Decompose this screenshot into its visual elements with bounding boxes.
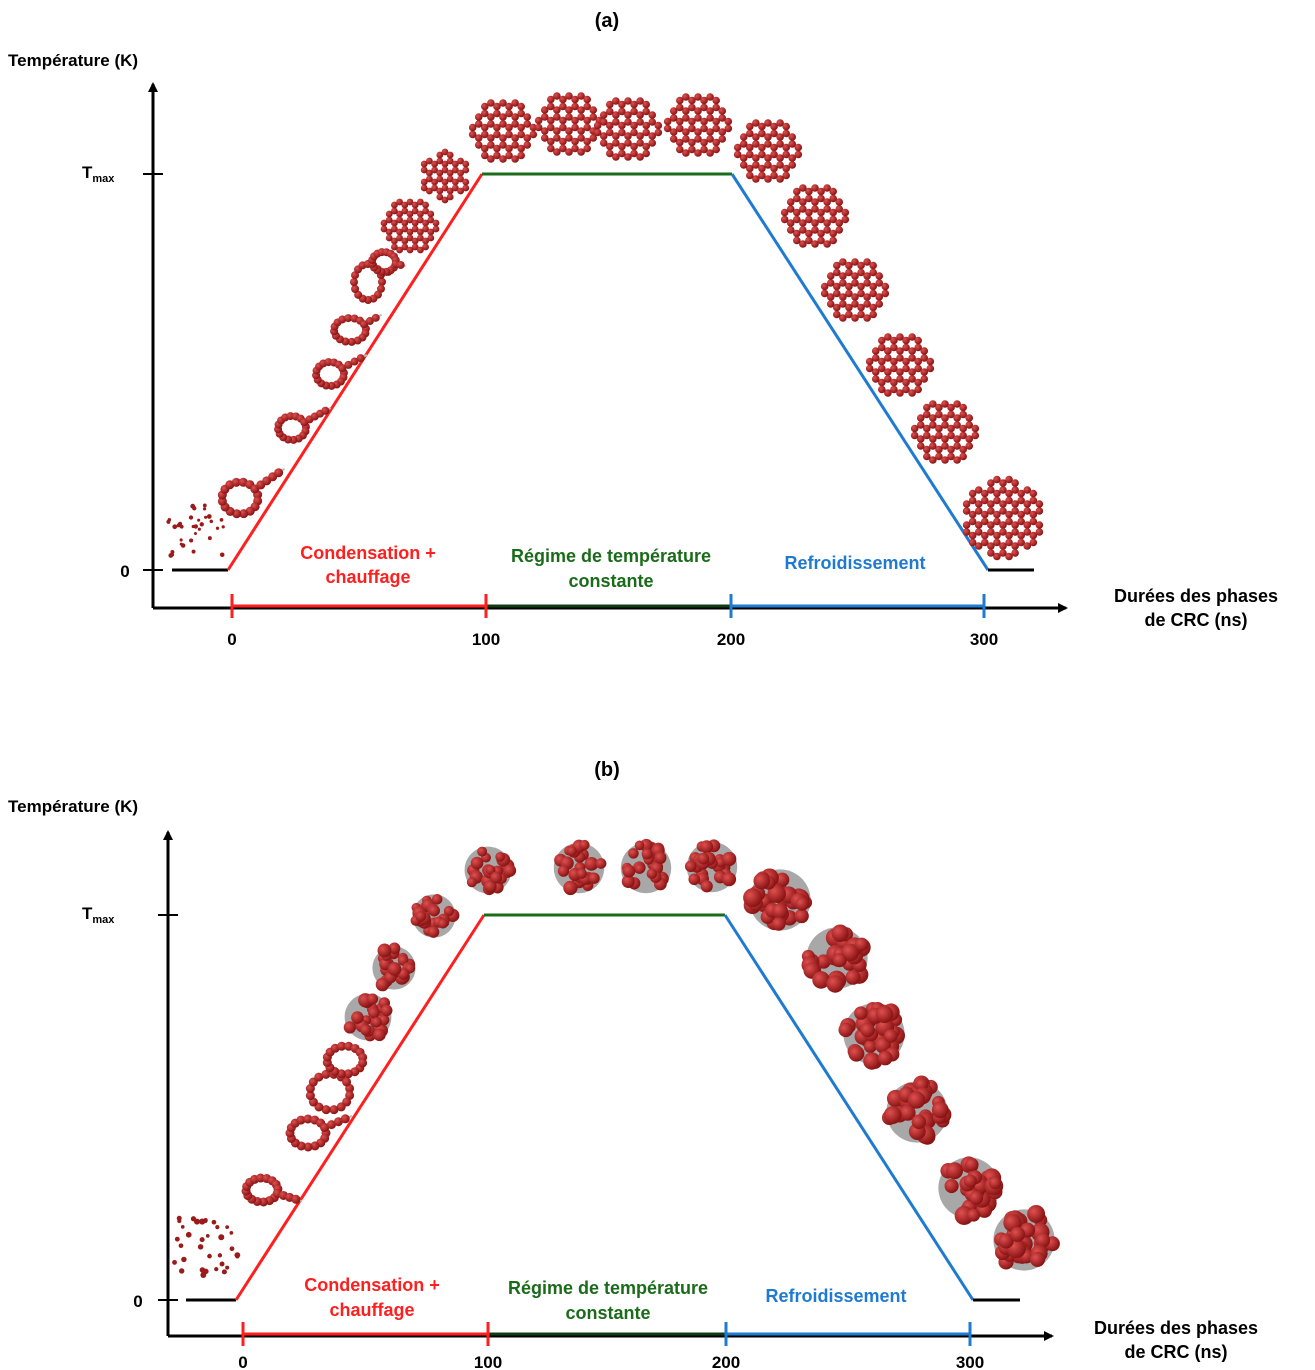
fullerene-cage-icon: [372, 942, 416, 992]
panel-b-xtick-label-200: 200: [712, 1353, 740, 1370]
graphene-flake-icon: [534, 92, 604, 156]
panel-a-ytick-tmax-label: Tmax: [82, 163, 115, 185]
graphene-flake-icon: [910, 400, 980, 464]
carbon-chain-icon: [285, 1114, 353, 1152]
fullerene-cage-icon: [343, 993, 393, 1042]
panel-b-ytick-zero-label: 0: [133, 1292, 142, 1311]
panel-a-phase-constant-label-1: Régime de température: [511, 546, 711, 566]
panel-b-phase-heating-label-2: chauffage: [329, 1300, 414, 1320]
panel-b-xtick-label-300: 300: [956, 1353, 984, 1370]
graphene-flake-icon: [380, 198, 440, 254]
carbon-chain-icon: [274, 406, 332, 444]
panel-a-phase-heating-label-1: Condensation +: [300, 543, 436, 563]
panel-b-phase-constant-label-2: constante: [565, 1303, 650, 1323]
fullerene-cage-icon: [410, 894, 460, 938]
panel-b-phase-heating-label-1: Condensation +: [304, 1275, 440, 1295]
fullerene-cage-icon: [838, 1001, 906, 1070]
carbon-chain-icon: [330, 313, 383, 346]
fullerene-cage-icon: [743, 868, 813, 931]
carbon-chain-icon: [217, 467, 286, 519]
graphene-flake-icon: [468, 99, 538, 163]
panel-a-xtick-label-200: 200: [717, 630, 745, 649]
carbon-chain-icon: [312, 353, 368, 390]
panel-a-structures: [166, 92, 1044, 561]
panel-b-x-axis-title-line2: de CRC (ns): [1125, 1342, 1228, 1362]
graphene-flake-icon: [420, 148, 470, 204]
panel-a-y-axis-title: Température (K): [8, 51, 138, 70]
panel-b-phase-cooling-label: Refroidissement: [765, 1286, 906, 1306]
panel-b-xtick-label-100: 100: [474, 1353, 502, 1370]
graphene-flake-icon: [593, 97, 663, 161]
panel-b-ytick-tmax-label: Tmax: [82, 904, 115, 926]
fullerene-cage-icon: [620, 838, 672, 894]
carbon-chain-icon: [241, 1173, 303, 1207]
graphene-flake-icon: [780, 184, 850, 248]
panel-a-xtick-label-0: 0: [227, 630, 236, 649]
panel-b-cooling-ramp: [723, 914, 975, 1301]
panel-b-y-axis-title: Température (K): [8, 797, 138, 816]
panel-a-xtick-label-300: 300: [970, 630, 998, 649]
graphene-flake-icon: [820, 258, 890, 322]
panel-b-x-axis-title-line1: Durées des phases: [1094, 1318, 1258, 1338]
panel-a-label: (a): [595, 10, 619, 32]
panel-b-label: (b): [594, 759, 620, 781]
fullerene-cage-icon: [464, 846, 517, 896]
carbon-chain-icon: [368, 248, 406, 276]
carbon-chain-icon: [305, 1069, 355, 1115]
fullerene-cage-icon: [993, 1204, 1060, 1271]
panel-a-phase-heating-label-2: chauffage: [325, 567, 410, 587]
panel-a-heating-ramp: [226, 173, 484, 571]
panel-a-xtick-label-100: 100: [472, 630, 500, 649]
fullerene-cage-icon: [801, 924, 871, 993]
fullerene-cage-icon: [881, 1075, 952, 1145]
panel-b-structures: [172, 838, 1060, 1278]
fullerene-cage-icon: [684, 839, 738, 893]
atom-cloud-icon: [172, 1215, 241, 1278]
panel-b-heating-ramp: [234, 914, 486, 1301]
panel-a-x-axis-title-line2: de CRC (ns): [1145, 610, 1248, 630]
panel-a-phase-constant-label-2: constante: [568, 571, 653, 591]
panel-a-phase-cooling-label: Refroidissement: [784, 553, 925, 573]
panel-b-xtick-label-0: 0: [238, 1353, 247, 1370]
carbon-chain-icon: [322, 1041, 368, 1079]
atom-cloud-icon: [166, 503, 225, 558]
fullerene-cage-icon: [553, 839, 607, 896]
panel-b: (b) Température (K) Tmax 0 0 100 200 300…: [8, 759, 1258, 1370]
fullerene-cage-icon: [938, 1156, 1004, 1225]
panel-a-cooling-ramp: [730, 173, 990, 571]
graphene-flake-icon: [733, 119, 803, 183]
graphene-flake-icon: [663, 93, 733, 157]
panel-b-phase-constant-label-1: Régime de température: [508, 1278, 708, 1298]
graphene-flake-icon: [865, 333, 935, 397]
graphene-flake-icon: [962, 475, 1044, 561]
panel-a-ytick-zero-label: 0: [120, 562, 129, 581]
panel-a-x-axis-title-line1: Durées des phases: [1114, 586, 1278, 606]
panel-a: (a) Température (K) Tmax 0 0 100 200 300…: [8, 10, 1278, 649]
